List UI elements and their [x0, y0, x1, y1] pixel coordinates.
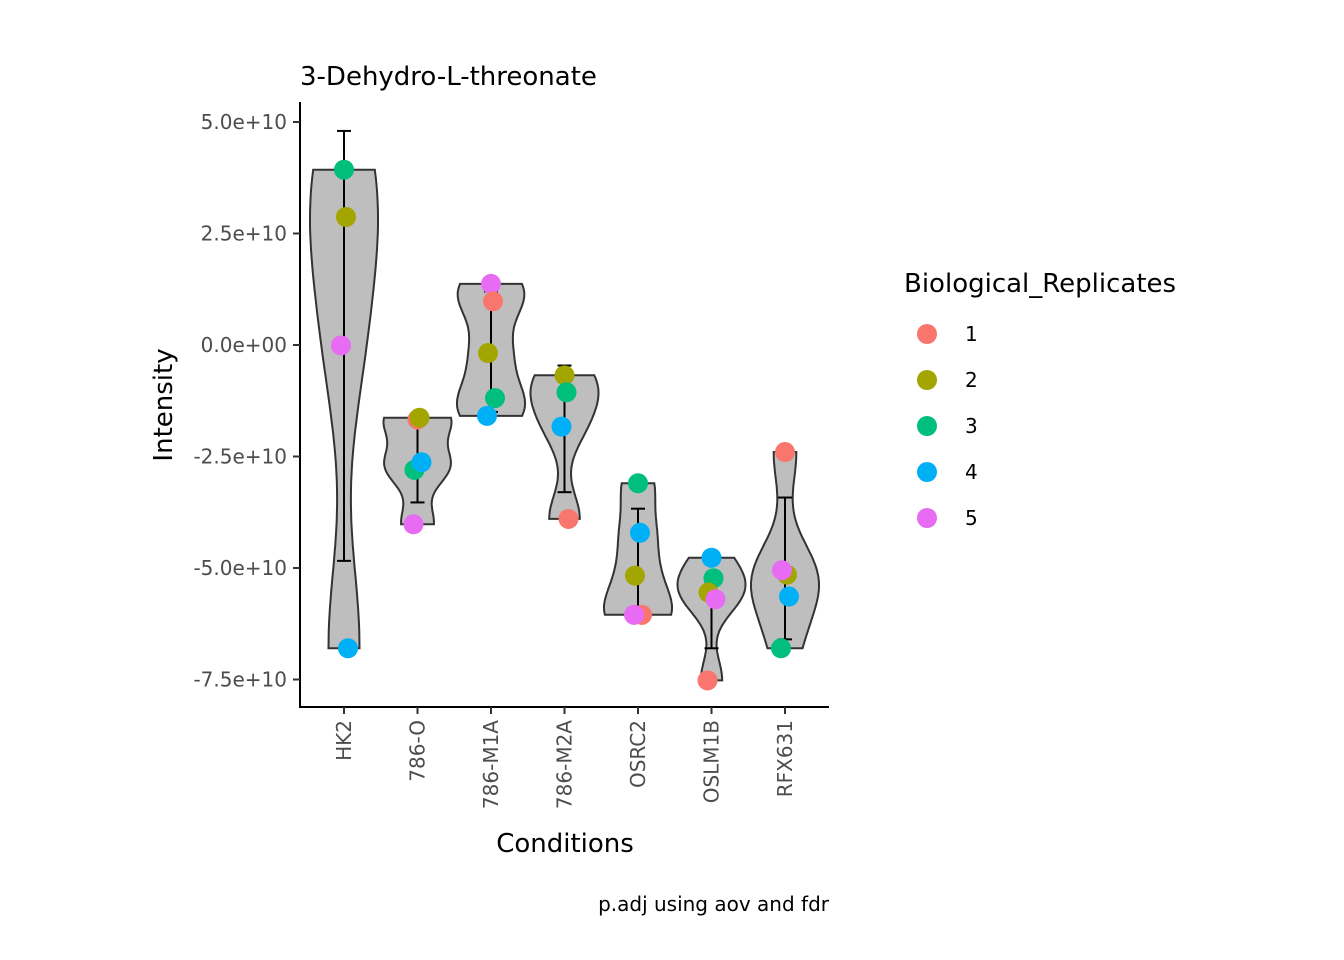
- data-point: [478, 343, 498, 364]
- data-point: [628, 473, 648, 494]
- data-point: [625, 565, 645, 586]
- y-tick-label: 0.0e+00: [201, 333, 287, 357]
- legend-label: 4: [965, 460, 978, 484]
- data-point: [779, 586, 799, 607]
- legend-label: 3: [965, 414, 978, 438]
- data-point: [409, 407, 430, 428]
- y-tick-label: -7.5e+10: [193, 668, 287, 692]
- data-point: [334, 159, 354, 180]
- data-point: [772, 560, 792, 581]
- x-tick-label: 786-M2A: [553, 720, 577, 809]
- data-point: [485, 388, 505, 409]
- legend-label: 1: [965, 322, 978, 346]
- x-tick-label: 786-O: [406, 720, 430, 782]
- x-tick-label: 786-M1A: [479, 720, 503, 809]
- data-point: [336, 206, 356, 227]
- legend-key: [917, 416, 937, 436]
- data-point: [331, 335, 351, 356]
- y-axis-title: Intensity: [149, 348, 179, 461]
- x-tick-label: OSRC2: [626, 720, 650, 788]
- legend-title: Biological_Replicates: [904, 269, 1176, 299]
- data-point: [481, 273, 501, 294]
- data-point: [701, 547, 722, 568]
- y-tick-label: 5.0e+10: [201, 110, 287, 134]
- data-point: [411, 452, 432, 473]
- point-layer: [331, 159, 799, 691]
- data-point: [771, 638, 791, 659]
- legend-key: [917, 370, 937, 390]
- legend-label: 5: [965, 506, 978, 530]
- y-tick-label: -2.5e+10: [193, 445, 287, 469]
- y-tick-label: 2.5e+10: [201, 222, 287, 246]
- x-tick-label: HK2: [332, 720, 356, 761]
- legend-label: 2: [965, 368, 978, 392]
- y-axis-ticks: 5.0e+10 2.5e+10 0.0e+00 -2.5e+10 -5.0e+10 -7.…: [193, 110, 300, 692]
- x-axis-ticks: HK2 786-O 786-M1A 786-M2A OSRC2 OSLM1B RFX631: [332, 707, 797, 809]
- data-point: [558, 508, 579, 529]
- legend-key: [917, 508, 937, 528]
- data-point: [630, 522, 650, 543]
- legend: 1 2 3 4 5: [917, 322, 978, 530]
- data-point: [483, 291, 503, 312]
- x-tick-label: OSLM1B: [700, 720, 724, 803]
- data-point: [705, 589, 726, 610]
- x-tick-label: RFX631: [773, 720, 797, 797]
- data-point: [338, 638, 358, 659]
- x-axis-title: Conditions: [496, 829, 634, 859]
- data-point: [477, 405, 497, 426]
- data-point: [697, 670, 718, 691]
- data-point: [624, 604, 644, 625]
- legend-key: [917, 324, 937, 344]
- data-point: [403, 514, 424, 535]
- chart-title: 3-Dehydro-L-threonate: [300, 62, 597, 92]
- y-tick-label: -5.0e+10: [193, 556, 287, 580]
- data-point: [775, 442, 795, 463]
- data-point: [551, 416, 572, 437]
- data-point: [554, 365, 575, 386]
- caption: p.adj using aov and fdr: [598, 892, 830, 916]
- legend-key: [917, 462, 937, 482]
- data-point: [556, 382, 577, 403]
